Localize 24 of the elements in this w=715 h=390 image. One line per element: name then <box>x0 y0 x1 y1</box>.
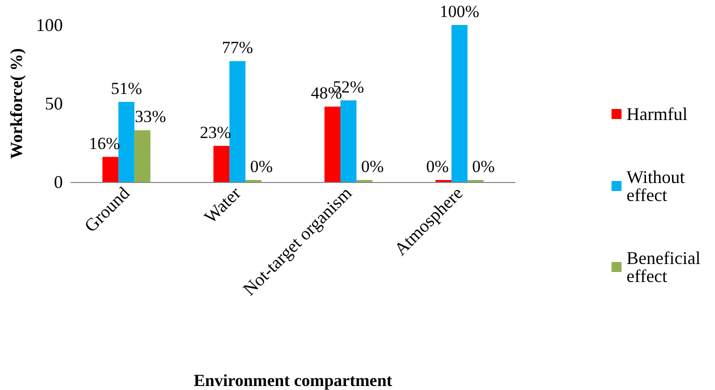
bar <box>213 146 230 182</box>
legend-label: Without effect <box>626 167 690 205</box>
y-tick-label: 0 <box>54 172 63 192</box>
data-label: 0% <box>361 157 384 176</box>
bar <box>102 156 118 182</box>
bar <box>118 102 134 182</box>
data-label: 0% <box>426 157 449 176</box>
y-axis-title: Workforce( %) <box>7 48 26 159</box>
x-axis-title: Environment compartment <box>194 371 393 390</box>
legend-label: Harmful <box>626 104 688 124</box>
legend-label: Beneficial effect <box>626 248 706 286</box>
data-label: 77% <box>222 38 254 58</box>
y-tick-label: 50 <box>44 94 63 114</box>
bar <box>229 61 246 182</box>
y-tick-label: 100 <box>36 15 63 35</box>
bar <box>134 130 150 182</box>
bar <box>340 100 356 182</box>
data-label: 0% <box>472 157 495 176</box>
data-label: 0% <box>250 157 273 176</box>
data-label: 100% <box>440 2 480 21</box>
bar <box>324 106 340 182</box>
data-label: 33% <box>134 107 166 126</box>
data-label: 51% <box>110 78 142 98</box>
bar <box>451 25 468 182</box>
